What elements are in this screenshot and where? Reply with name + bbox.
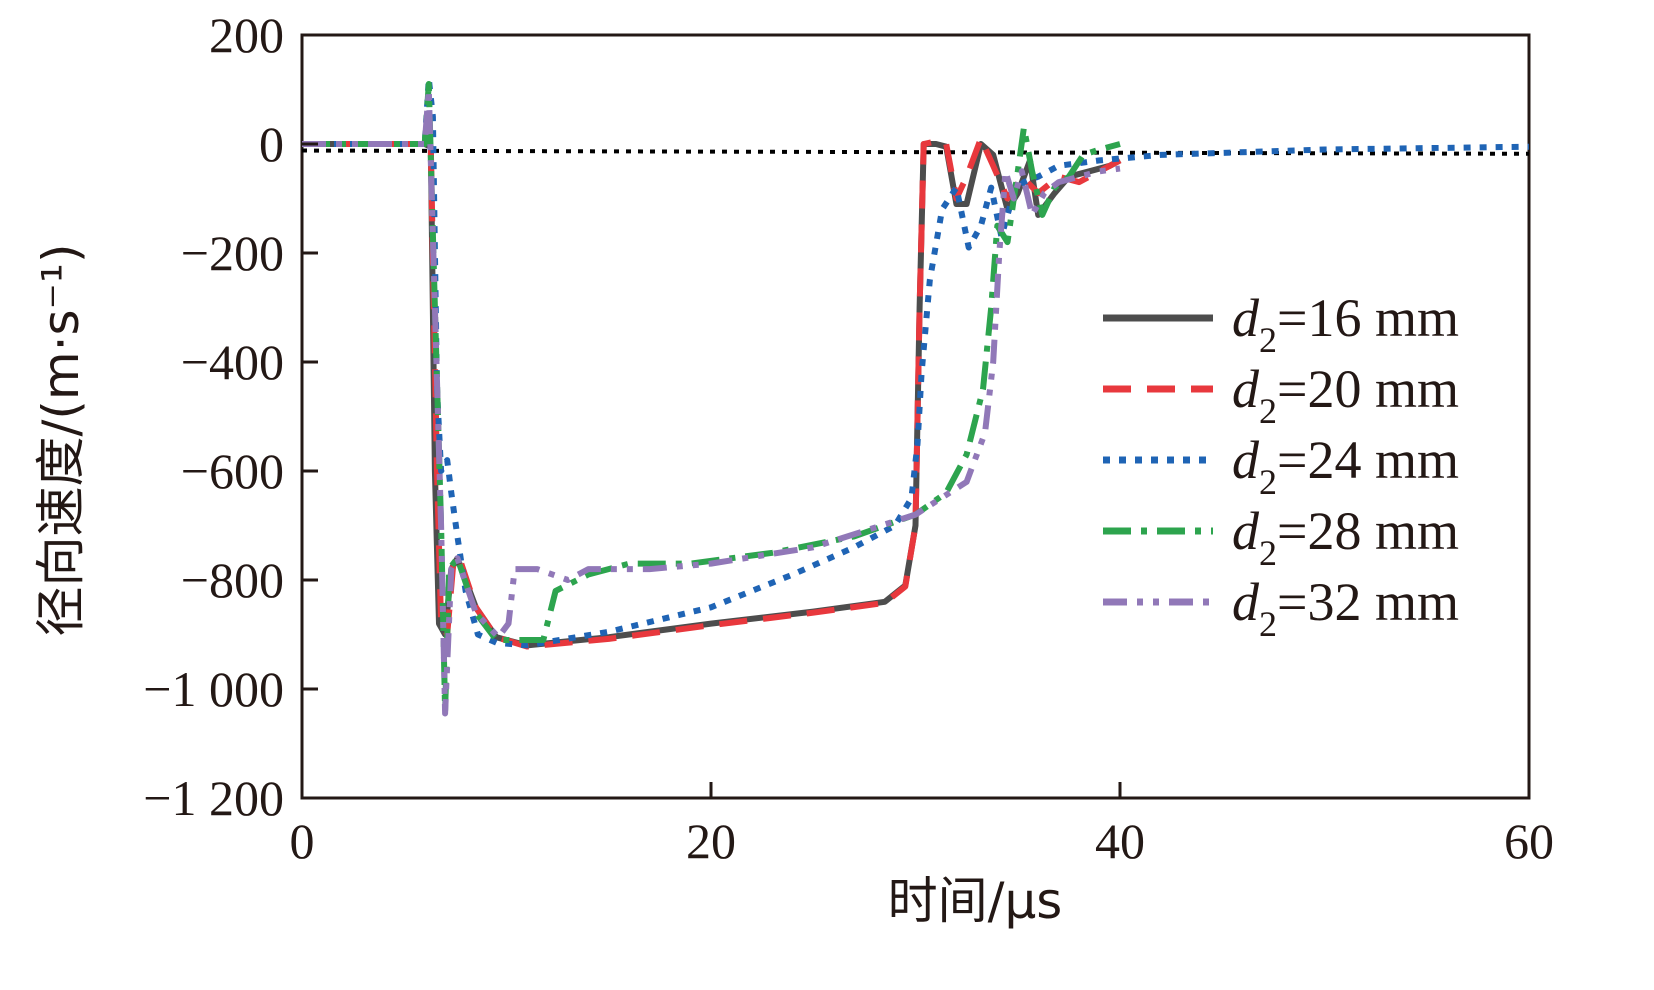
y-tick-label: 200 bbox=[209, 7, 284, 63]
legend-subscript: 2 bbox=[1259, 320, 1277, 360]
y-axis-title: 径向速度/(m·s⁻¹) bbox=[32, 244, 90, 637]
legend-value: =24 mm bbox=[1277, 430, 1459, 490]
legend-label-4: d2=28 mm bbox=[1232, 501, 1459, 573]
legend-value: =16 mm bbox=[1277, 288, 1459, 348]
y-tick-label: −1 200 bbox=[143, 770, 284, 826]
legend-label-3: d2=24 mm bbox=[1232, 430, 1459, 502]
y-tick-label: 0 bbox=[259, 116, 284, 172]
legend-var: d bbox=[1232, 430, 1260, 490]
y-tick-label: −800 bbox=[181, 552, 284, 608]
legend-var: d bbox=[1232, 359, 1260, 419]
legend-subscript: 2 bbox=[1259, 462, 1277, 502]
legend-subscript: 2 bbox=[1259, 533, 1277, 573]
legend-value: =32 mm bbox=[1277, 572, 1459, 632]
x-tick-label: 40 bbox=[1095, 813, 1145, 869]
y-axis-ticks: 200 0 −200 −400 −600 −800 −1 000 −1 200 bbox=[143, 7, 318, 826]
legend-var: d bbox=[1232, 572, 1260, 632]
series-lines bbox=[302, 75, 1529, 717]
x-tick-label: 60 bbox=[1504, 813, 1554, 869]
x-tick-label: 0 bbox=[290, 813, 315, 869]
legend-var: d bbox=[1232, 288, 1260, 348]
x-axis-title: 时间/μs bbox=[888, 872, 1063, 930]
y-tick-label: −1 000 bbox=[143, 661, 284, 717]
series-line-3 bbox=[302, 75, 1529, 649]
y-tick-label: −200 bbox=[181, 225, 284, 281]
zero-reference-line bbox=[302, 148, 1529, 156]
legend-value: =20 mm bbox=[1277, 359, 1459, 419]
legend-subscript: 2 bbox=[1259, 604, 1277, 644]
plot-frame bbox=[300, 33, 1531, 800]
x-axis-ticks: 0 20 40 60 bbox=[290, 782, 1554, 869]
legend-label-2: d2=20 mm bbox=[1232, 359, 1459, 431]
legend-label-1: d2=16 mm bbox=[1232, 288, 1459, 360]
y-tick-label: −600 bbox=[181, 443, 284, 499]
legend-var: d bbox=[1232, 501, 1260, 561]
zero-reference-dotted-line bbox=[302, 148, 1529, 156]
x-tick-label: 20 bbox=[686, 813, 736, 869]
legend-subscript: 2 bbox=[1259, 391, 1277, 431]
legend-value: =28 mm bbox=[1277, 501, 1459, 561]
legend-label-5: d2=32 mm bbox=[1232, 572, 1459, 644]
series-line-5 bbox=[302, 86, 1121, 717]
y-tick-label: −400 bbox=[181, 334, 284, 390]
